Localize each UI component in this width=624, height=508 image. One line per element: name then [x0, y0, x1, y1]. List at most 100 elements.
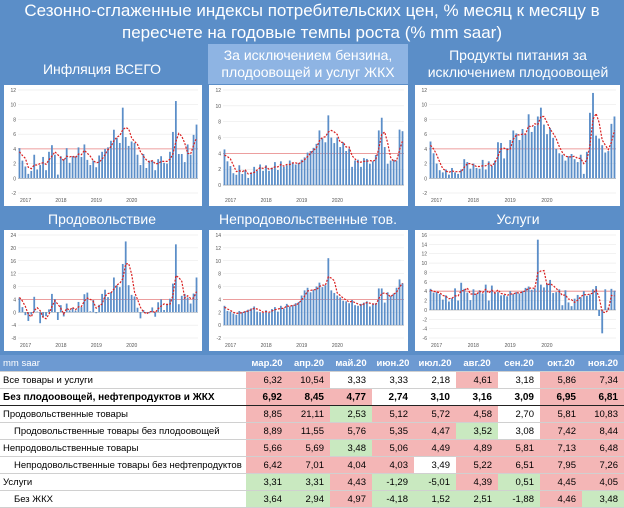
- chart-2: -2 0 2 4 6 8 10 12 2017 2018 2019 2020: [415, 85, 620, 206]
- row-label: Непродовольственные товары: [0, 439, 246, 457]
- y-tick-label: 14: [421, 242, 427, 248]
- data-table: mm saar мар.20 апр.20 май.20 июн.20 июл.20 авг…: [0, 355, 624, 508]
- bar: [104, 289, 106, 313]
- bar: [21, 160, 24, 179]
- table-row: Все товары и услуги 6,32 10,54 3,33 3,33 2,18…: [0, 371, 624, 389]
- y-tick-label: 0: [424, 176, 427, 182]
- table-cell: 6,48: [582, 439, 624, 457]
- table-cell: 2,74: [372, 388, 414, 406]
- y-tick-label: 4: [218, 297, 221, 303]
- bar: [115, 285, 118, 313]
- bar: [244, 170, 247, 186]
- bar: [500, 142, 502, 179]
- bar: [401, 283, 404, 326]
- bar: [139, 165, 142, 179]
- row-label: Без плодоовощей, нефтепродуктов и ЖКХ: [0, 388, 246, 406]
- bar: [285, 165, 288, 186]
- bar: [177, 304, 180, 313]
- bar: [51, 293, 53, 313]
- bar: [282, 308, 285, 326]
- bar: [460, 169, 463, 179]
- bar: [121, 263, 124, 313]
- panel-title-1: За исключением бензина, плодоовощей и ус…: [208, 44, 408, 84]
- table-header-month: окт.20: [540, 355, 582, 372]
- bar: [585, 151, 588, 179]
- bar: [579, 154, 582, 179]
- bar: [160, 156, 162, 179]
- bar: [484, 284, 487, 310]
- bar: [268, 170, 270, 186]
- bar: [133, 142, 136, 179]
- bar: [226, 310, 229, 326]
- bar: [524, 134, 527, 179]
- bar: [262, 170, 264, 186]
- bar: [309, 151, 312, 186]
- y-tick-label: -2: [423, 317, 428, 323]
- bar: [42, 312, 44, 318]
- bar: [543, 287, 545, 310]
- y-tick-label: 6: [218, 136, 221, 142]
- bar: [530, 289, 533, 310]
- bar: [192, 134, 195, 179]
- bar: [539, 284, 542, 310]
- bar: [27, 312, 30, 321]
- bar: [48, 309, 50, 313]
- bar: [229, 166, 232, 186]
- y-tick-label: -2: [12, 191, 17, 197]
- table-cell: 5,12: [372, 405, 414, 423]
- y-tick-label: 24: [10, 233, 16, 239]
- bar: [241, 312, 244, 326]
- bar: [148, 160, 151, 179]
- bar: [598, 138, 601, 179]
- bar: [127, 285, 130, 313]
- bar: [192, 293, 195, 313]
- bar: [573, 159, 576, 179]
- bar: [118, 287, 121, 313]
- bar: [30, 312, 33, 315]
- bar: [107, 147, 109, 179]
- bar: [484, 169, 487, 179]
- bar: [157, 302, 160, 313]
- y-tick-label: 0: [218, 323, 221, 329]
- table-cell: 6,81: [582, 388, 624, 406]
- bar: [503, 158, 506, 179]
- bar: [223, 305, 226, 326]
- table-cell: 8,89: [246, 422, 288, 440]
- bar: [92, 300, 95, 313]
- bar: [151, 160, 154, 179]
- y-tick-label: -6: [423, 336, 428, 342]
- table-header-month: ноя.20: [582, 355, 624, 372]
- y-tick-label: 6: [218, 285, 221, 291]
- bar: [327, 258, 330, 326]
- y-tick-label: -2: [423, 191, 428, 197]
- y-tick-label: 0: [218, 183, 221, 189]
- table-cell: 8,85: [246, 405, 288, 423]
- bar: [512, 293, 515, 310]
- x-tick-label: 2019: [91, 343, 102, 349]
- bar: [441, 299, 444, 310]
- bar: [253, 166, 256, 186]
- bar: [229, 311, 232, 326]
- bar: [306, 287, 309, 326]
- chart-1: 0 2 4 6 8 10 12 2017 2018 2019 2020: [209, 85, 408, 206]
- bar: [527, 114, 530, 179]
- table-cell: 7,13: [540, 439, 582, 457]
- x-tick-label: 2020: [332, 343, 343, 349]
- bar: [527, 286, 530, 310]
- bar: [77, 147, 80, 179]
- bar: [478, 290, 481, 310]
- bar: [564, 290, 567, 310]
- bar: [183, 293, 186, 313]
- bar: [368, 163, 371, 186]
- bar: [303, 290, 306, 326]
- x-tick-label: 2020: [541, 198, 552, 204]
- bar: [515, 292, 518, 310]
- y-tick-label: -4: [12, 323, 17, 329]
- y-tick-label: 8: [424, 117, 427, 123]
- bar: [339, 147, 342, 186]
- bar: [235, 314, 238, 326]
- bar: [30, 170, 33, 179]
- table-cell: 7,95: [540, 456, 582, 474]
- bar: [145, 167, 148, 179]
- bar: [552, 137, 555, 179]
